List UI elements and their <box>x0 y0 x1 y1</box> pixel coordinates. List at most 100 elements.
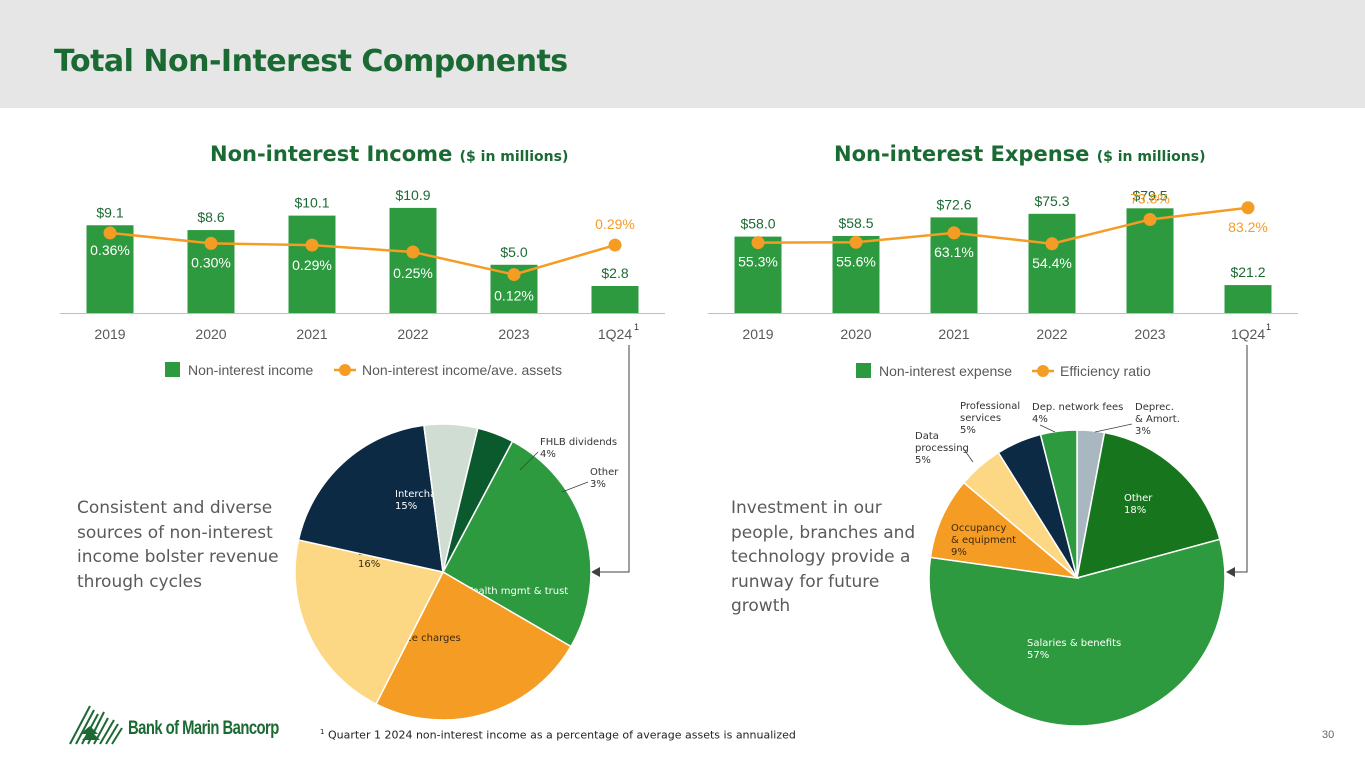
legend-swatch-marker <box>1037 365 1049 377</box>
ratio-value-label: 55.3% <box>738 254 778 270</box>
bank-logo: Bank of Marin Bancorp <box>68 704 308 746</box>
bar-value-label: $9.1 <box>96 204 123 220</box>
svg-text:FHLB dividends: FHLB dividends <box>540 437 617 448</box>
bar-value-label: $21.2 <box>1230 264 1265 280</box>
income-chart-title: Non-interest Income ($ in millions) <box>210 142 568 166</box>
svg-text:Wealth mgmt & trust: Wealth mgmt & trust <box>463 586 568 597</box>
pie-slice-other <box>1076 431 1221 580</box>
svg-text:16%: 16% <box>358 559 380 570</box>
legend-swatch-bar <box>856 363 871 378</box>
ratio-marker <box>947 226 961 240</box>
ratio-marker <box>1045 237 1059 251</box>
svg-text:Data: Data <box>915 431 939 442</box>
bar-2022 <box>1028 213 1076 313</box>
svg-text:Service charges: Service charges <box>381 633 461 644</box>
svg-text:Dep. network fees: Dep. network fees <box>1032 402 1123 413</box>
income-combo-chart: $9.1 2019 $8.6 2020 $10.1 2021 $10.9 2022 $5.0 20… <box>60 187 665 378</box>
ratio-marker <box>406 245 420 259</box>
bar-value-label: $10.1 <box>294 195 329 211</box>
logo-text: Bank of Marin Bancorp <box>128 718 279 739</box>
ratio-marker <box>1143 213 1157 226</box>
footnote-marker: 1 <box>320 728 325 736</box>
ratio-value-label: 0.29% <box>595 216 635 232</box>
legend-swatch-marker <box>339 364 351 376</box>
x-tick-label: 2019 <box>742 326 773 342</box>
logo-trees-icon <box>69 705 123 745</box>
svg-text:57%: 57% <box>1027 650 1049 661</box>
ratio-marker <box>1241 201 1255 215</box>
ratio-marker <box>103 226 117 240</box>
ratio-value-label: 0.12% <box>494 288 534 304</box>
ratio-marker <box>751 236 765 250</box>
bar-2022 <box>389 207 437 313</box>
ratio-marker <box>204 236 218 250</box>
svg-text:3%: 3% <box>1135 426 1151 437</box>
svg-text:5%: 5% <box>960 425 976 436</box>
pie-leader-line <box>519 451 539 471</box>
pie-label: Deprec.& Amort.3% <box>1135 402 1180 437</box>
ratio-marker <box>507 268 521 282</box>
pie-slice-occupancy-equipment <box>929 481 1080 580</box>
bar-value-label: $10.9 <box>395 187 430 203</box>
pie-leader-line <box>561 481 589 493</box>
svg-text:services: services <box>960 413 1001 424</box>
svg-text:15%: 15% <box>395 501 417 512</box>
footnote: 1 Quarter 1 2024 non-interest income as … <box>320 728 796 742</box>
expense-chart-title-unit: ($ in millions) <box>1096 149 1206 165</box>
footnote-ref-marker: 1 <box>634 322 639 332</box>
pie-slice-other <box>442 427 514 573</box>
income-connector-arrow <box>591 345 630 577</box>
ratio-marker <box>849 235 863 249</box>
expense-connector-arrow <box>1226 345 1248 577</box>
svg-text:4%: 4% <box>1032 414 1048 425</box>
bar-1Q24 <box>1224 285 1272 313</box>
ratio-marker <box>608 238 622 252</box>
x-tick-label: 1Q24 <box>598 326 632 342</box>
ratio-value-label: 0.25% <box>393 265 433 281</box>
x-tick-label: 2020 <box>840 326 871 342</box>
income-pie-chart: Wealth mgmt & trust20%Service charges19%… <box>294 423 619 721</box>
svg-text:18%: 18% <box>1124 505 1146 516</box>
page-title: Total Non-Interest Components <box>54 44 568 79</box>
x-tick-label: 2022 <box>397 326 428 342</box>
ratio-line <box>757 206 1249 246</box>
svg-text:Other: Other <box>590 467 619 478</box>
x-tick-label: 2020 <box>195 326 226 342</box>
svg-text:Professional: Professional <box>960 401 1020 412</box>
page-number: 30 <box>1322 729 1335 741</box>
svg-text:Occupancy: Occupancy <box>951 523 1007 534</box>
x-tick-label: 2022 <box>1036 326 1067 342</box>
x-tick-label: 1Q24 <box>1231 326 1265 342</box>
svg-text:4%: 4% <box>540 449 556 460</box>
bar-2019 <box>734 236 782 313</box>
bar-value-label: $58.0 <box>740 216 775 232</box>
ratio-value-label: 83.2% <box>1228 219 1268 235</box>
svg-text:5%: 5% <box>915 455 931 466</box>
ratio-value-label: 0.30% <box>191 254 231 270</box>
ratio-value-label: 73.8% <box>1130 191 1170 207</box>
svg-text:Other: Other <box>1124 493 1153 504</box>
svg-text:& Amort.: & Amort. <box>1135 414 1180 425</box>
bar-value-label: $2.8 <box>601 265 628 281</box>
bar-value-label: $79.5 <box>1132 187 1167 203</box>
x-tick-label: 2023 <box>1134 326 1165 342</box>
x-tick-label: 2019 <box>94 326 125 342</box>
svg-text:processing: processing <box>915 443 969 454</box>
header-band <box>0 0 1365 108</box>
pie-leader-line <box>1094 423 1133 433</box>
legend-swatch-bar <box>165 362 180 377</box>
pie-slice-dep-network-fees <box>1039 429 1078 579</box>
pie-slice-salaries-benefits <box>928 538 1226 727</box>
bar-2019 <box>86 225 134 313</box>
ratio-value-label: 0.36% <box>90 242 130 258</box>
x-tick-label: 2023 <box>498 326 529 342</box>
bar-value-label: $72.6 <box>936 196 971 212</box>
